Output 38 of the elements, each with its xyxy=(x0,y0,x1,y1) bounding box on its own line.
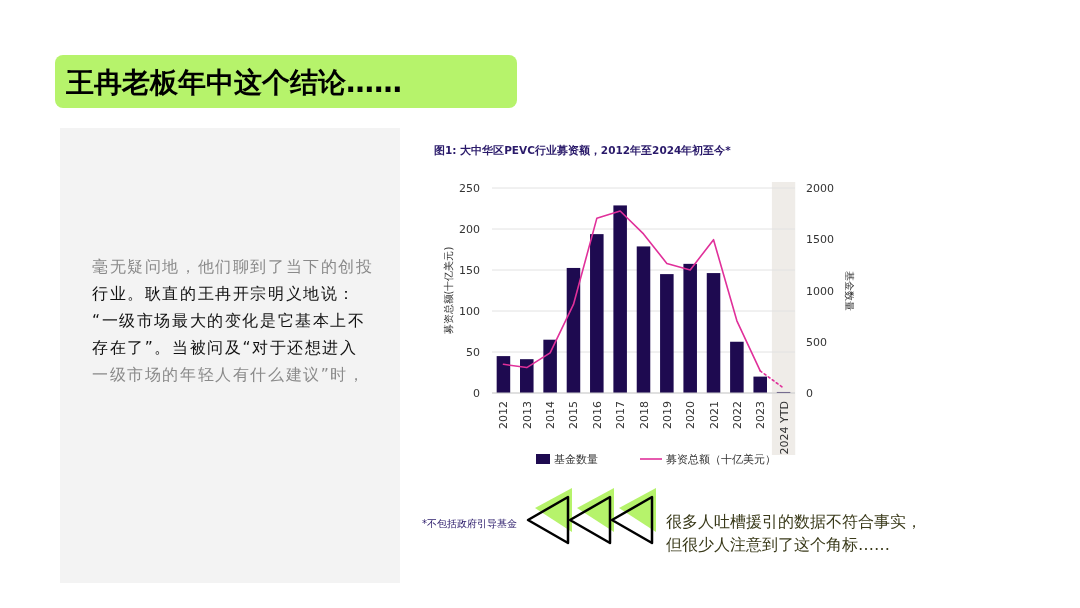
x-tick-label: 2024 YTD xyxy=(777,401,791,455)
text: 王冉老板年中这个结论…… xyxy=(65,66,402,99)
text: 一级市场的年轻人有什么建议”时， xyxy=(92,366,366,384)
y2-tick-label: 0 xyxy=(806,387,813,400)
x-tick-label: 2019 xyxy=(660,401,674,429)
x-tick-label: 2014 xyxy=(544,401,558,429)
text: “一级市场最大的变化是它基本上不 xyxy=(92,312,366,330)
x-tick-label: 2017 xyxy=(614,401,628,429)
x-tick-label: 2022 xyxy=(730,401,744,429)
text: 很多人吐槽援引的数据不符合事实， xyxy=(666,512,922,531)
y-tick-label: 150 xyxy=(459,264,480,277)
chart-title: 图1: 大中华区PEVC行业募资额，2012年至2024年初至今* xyxy=(434,144,732,156)
x-tick-label: 2021 xyxy=(707,401,721,429)
legend-label: 基金数量 xyxy=(554,453,598,465)
y2-tick-label: 2000 xyxy=(806,182,834,195)
x-tick-label: 2023 xyxy=(754,401,768,429)
y2-tick-label: 500 xyxy=(806,335,827,349)
y-axis-title: 募资总额(十亿美元) xyxy=(443,246,454,335)
x-tick-label: 2012 xyxy=(497,401,511,429)
text: 但很少人注意到了这个角标…… xyxy=(666,535,890,554)
y-tick-label: 50 xyxy=(466,346,480,359)
y-tick-label: 0 xyxy=(473,387,480,400)
x-tick-label: 2013 xyxy=(520,401,534,429)
x-tick-label: 2018 xyxy=(637,401,651,429)
x-tick-label: 2015 xyxy=(567,401,581,429)
y-tick-label: 200 xyxy=(459,223,480,236)
y2-axis-title: 基金数量 xyxy=(844,270,855,311)
legend-label: 募资总额（十亿美元） xyxy=(666,453,776,465)
y-tick-label: 250 xyxy=(459,182,480,195)
x-tick-label: 2016 xyxy=(590,401,604,429)
y2-tick-label: 1000 xyxy=(806,284,834,298)
text: 行业。耿直的王冉开宗明义地说： xyxy=(92,285,356,303)
y-tick-label: 100 xyxy=(459,305,480,318)
text: 存在了”。当被问及“对于还想进入 xyxy=(92,339,358,357)
text: *不包括政府引导基金 xyxy=(422,518,517,529)
text: 毫无疑问地，他们聊到了当下的创投 xyxy=(92,258,374,276)
x-tick-label: 2020 xyxy=(684,401,698,429)
y2-tick-label: 1500 xyxy=(806,233,834,247)
